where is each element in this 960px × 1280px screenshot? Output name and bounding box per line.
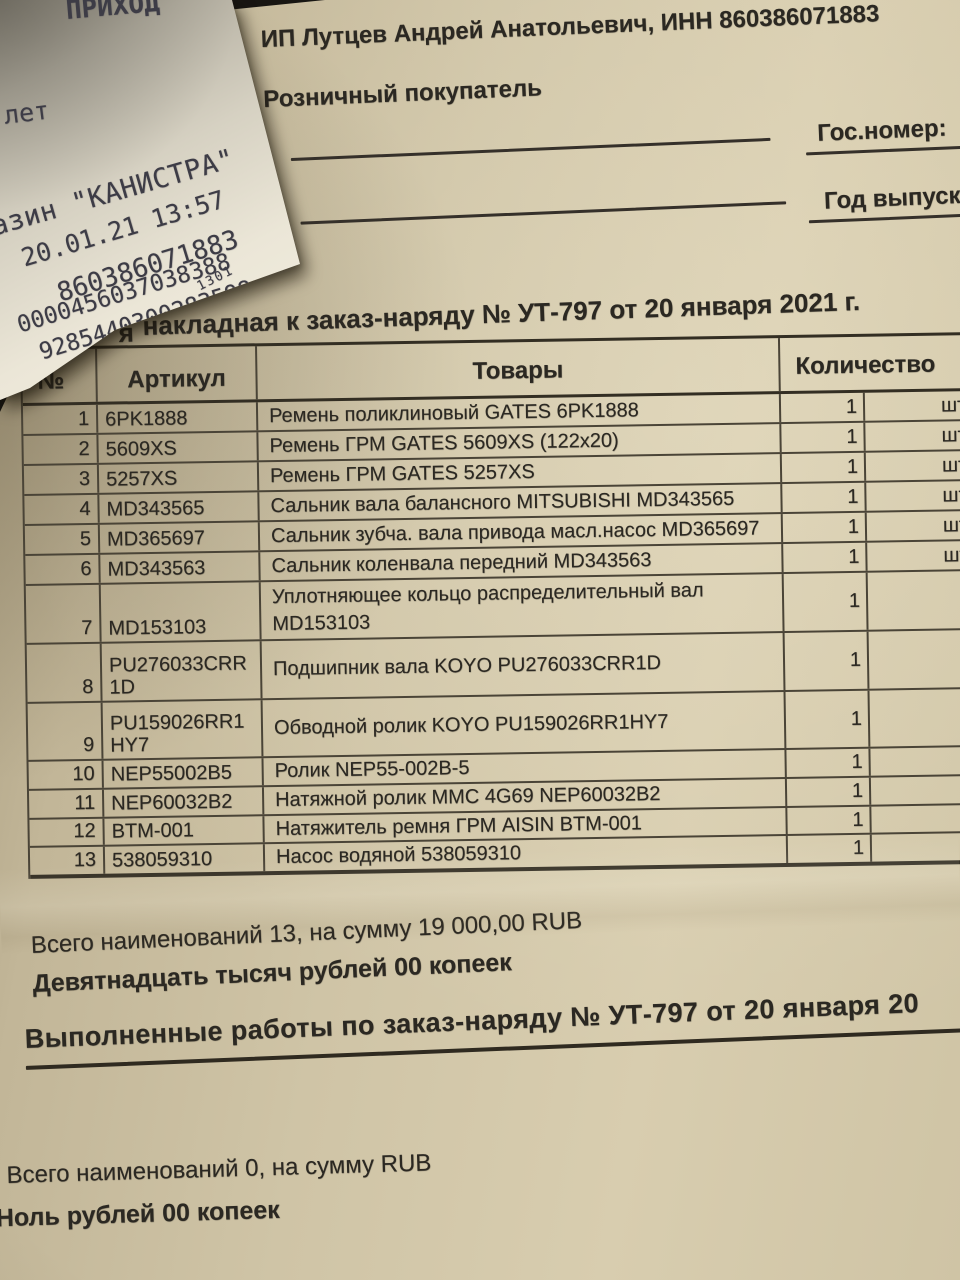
cell-num: 9 (27, 702, 104, 760)
cell-qty: 1 (785, 690, 871, 749)
cell-qty: 1 (787, 834, 873, 863)
cell-num: 6 (25, 554, 101, 584)
works-total-summary: Всего наименований 0, на сумму RUB (6, 1149, 432, 1189)
receipt-paper: ПРИХОД лет азин "КАНИСТРА" 20.01.21 13:5… (0, 0, 300, 400)
vendor-line: ИП Лутцев Андрей Анатольевич, ИНН 860386… (260, 0, 880, 54)
cell-article: MD153103 (100, 582, 262, 642)
cell-num: 3 (23, 464, 100, 494)
cell-qty: 1 (787, 806, 872, 835)
cell-unit (871, 775, 960, 804)
cell-num: 8 (26, 643, 103, 702)
cell-num: 7 (25, 584, 102, 643)
cell-goods: Подшипник вала KOYO PU276033CRR1D (261, 633, 786, 699)
cell-num: 4 (24, 494, 100, 524)
cell-article: PU276033CRR 1D (101, 641, 263, 701)
works-totals: Всего наименований 0, на сумму RUB Ноль … (0, 1132, 809, 1266)
cell-article: BTM-001 (104, 816, 265, 845)
cell-article: 5257XS (98, 462, 260, 493)
cell-qty: 1 (781, 422, 866, 453)
receipt-type-label: ПРИХОД (64, 0, 161, 26)
cell-article: PU159026RR1 HY7 (102, 700, 264, 759)
cell-unit: шт (941, 453, 960, 477)
cell-goods: Уплотняющее кольцо распределительный вал… (260, 574, 785, 640)
receipt-left-fragment: лет (2, 95, 51, 130)
cell-qty: 1 (780, 392, 866, 423)
cell-unit (870, 746, 960, 775)
cell-qty: 1 (783, 542, 868, 573)
cell-num: 10 (28, 760, 104, 789)
cell-num: 2 (23, 434, 99, 464)
cell-article: NEP55002B5 (103, 758, 264, 788)
fill-line-1 (290, 137, 771, 161)
cell-article: MD365697 (99, 522, 261, 553)
cell-unit: шт (942, 513, 960, 537)
cell-article: 538059310 (104, 844, 266, 874)
cell-num: 5 (24, 524, 101, 554)
cell-qty: 1 (783, 572, 869, 632)
works-total-words: Ноль рублей 00 копеек (0, 1195, 281, 1233)
cell-qty: 1 (786, 777, 872, 807)
header-cell-qty: Количество (795, 350, 936, 380)
cell-num: 12 (29, 818, 105, 846)
cell-qty: 1 (782, 482, 867, 513)
cell-unit: шт (942, 483, 960, 507)
receipt: ПРИХОД лет азин "КАНИСТРА" 20.01.21 13:5… (0, 0, 332, 424)
cell-article: MD343563 (100, 552, 261, 583)
cell-qty: 1 (782, 512, 868, 543)
gos-number-label: Гос.номер: (816, 114, 948, 147)
cell-num: 11 (28, 789, 105, 818)
cell-article: 5609XS (98, 432, 259, 463)
cell-unit (870, 688, 960, 746)
cell-unit: шт (941, 423, 960, 447)
cell-article: MD343565 (99, 492, 260, 523)
cell-unit (868, 570, 960, 629)
cell-unit: шт (943, 543, 960, 567)
document-header: ИП Лутцев Андрей Анатольевич, ИНН 860386… (240, 0, 960, 280)
cell-unit (872, 832, 960, 861)
cell-article: NEP60032B2 (103, 787, 265, 817)
cell-unit (871, 804, 960, 832)
header-cell-goods: Товары (257, 338, 781, 400)
cell-unit (869, 629, 960, 688)
cell-qty: 1 (786, 748, 871, 778)
cell-qty: 1 (781, 452, 867, 483)
cell-goods: Обводной ролик KOYO PU159026RR1HY7 (262, 692, 787, 757)
table-body: 1 6PK1888 Ремень поликлиновый GATES 6PK188… (22, 390, 960, 879)
fill-line-2 (300, 201, 787, 225)
cell-unit: шт (940, 393, 960, 417)
year-label: Год выпуска (823, 181, 960, 215)
cell-num: 13 (29, 846, 106, 875)
cell-qty: 1 (784, 631, 870, 691)
